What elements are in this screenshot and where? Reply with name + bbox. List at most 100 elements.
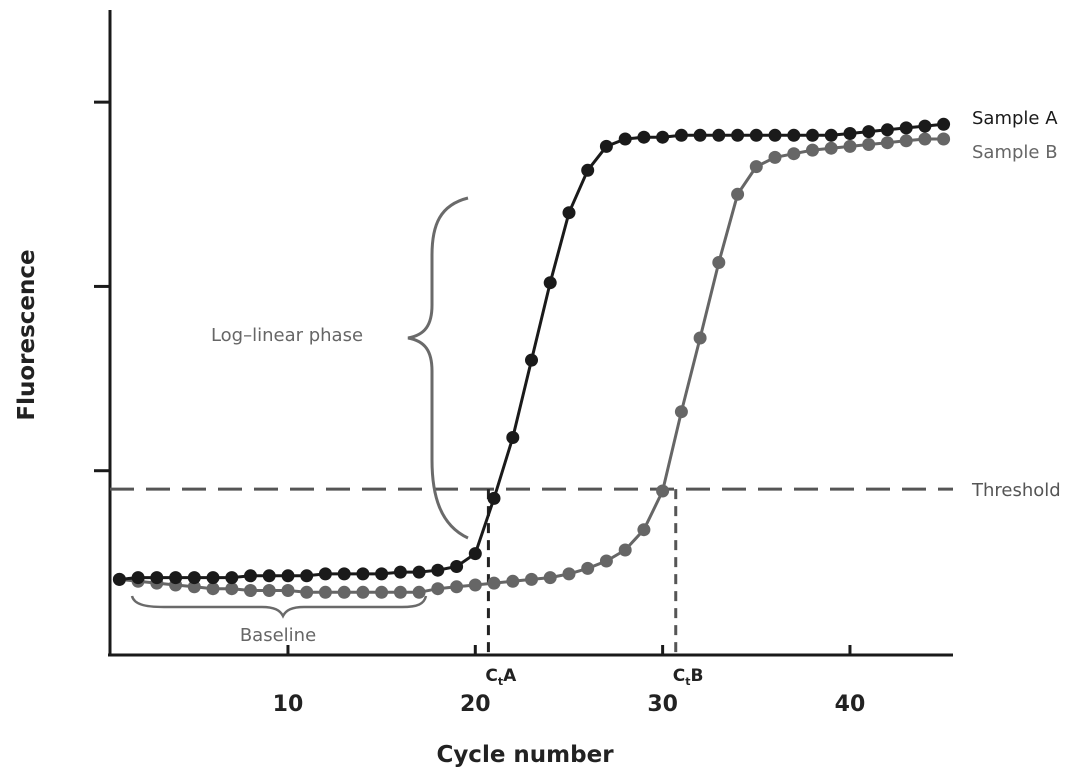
data-point (487, 491, 501, 505)
data-point (487, 576, 501, 590)
data-point (599, 139, 613, 153)
data-point (318, 567, 332, 581)
data-point (899, 134, 913, 148)
data-point (918, 119, 932, 133)
data-point (843, 139, 857, 153)
legend-sample-b: Sample B (972, 142, 1058, 163)
data-point (375, 567, 389, 581)
x-ticks: 10 20 30 40 (273, 645, 866, 717)
data-point (112, 572, 126, 586)
data-point (918, 132, 932, 146)
data-point (562, 206, 576, 220)
data-point (262, 569, 276, 583)
data-point (131, 571, 145, 585)
data-point (412, 585, 426, 599)
data-point (356, 567, 370, 581)
data-point (281, 569, 295, 583)
data-point (337, 567, 351, 581)
data-point (375, 585, 389, 599)
data-point (674, 128, 688, 142)
threshold-label: Threshold (971, 480, 1061, 501)
ct-a-suffix: A (503, 666, 517, 686)
data-point (581, 561, 595, 575)
data-point (656, 484, 670, 498)
data-point (787, 147, 801, 161)
data-point (749, 160, 763, 174)
data-point (937, 117, 951, 131)
baseline-label: Baseline (240, 625, 316, 646)
data-point (731, 128, 745, 142)
x-axis-title: Cycle number (436, 742, 614, 768)
data-point (787, 128, 801, 142)
data-point (806, 128, 819, 142)
x-tick-label: 30 (647, 692, 678, 717)
data-point (244, 569, 257, 583)
data-point (431, 563, 445, 577)
data-point (225, 571, 239, 585)
data-point (543, 276, 557, 290)
data-point (824, 128, 838, 142)
ct-b-c: C (673, 666, 685, 686)
data-point (450, 580, 464, 594)
data-point (880, 123, 894, 137)
ct-a-label: CtA (485, 666, 517, 688)
data-point (281, 584, 295, 597)
data-point (393, 585, 407, 599)
data-point (637, 130, 651, 144)
data-point (749, 128, 763, 142)
data-point (618, 132, 632, 146)
x-tick-label: 40 (835, 692, 866, 717)
data-point (150, 571, 164, 585)
data-point (937, 132, 951, 146)
data-point (412, 565, 426, 579)
data-point (543, 571, 557, 585)
ct-b-sub: t (685, 675, 690, 688)
data-point (506, 574, 520, 588)
ct-b-label: CtB (673, 666, 704, 688)
data-point (206, 571, 220, 585)
ct-a-sub: t (498, 675, 503, 688)
data-point (468, 547, 482, 561)
series-line (119, 122, 944, 581)
data-point (693, 331, 707, 345)
log-linear-brace (407, 196, 469, 540)
data-point (525, 572, 538, 586)
series-sample-b (112, 132, 951, 599)
data-point (393, 565, 407, 579)
data-point (768, 150, 782, 164)
data-point (525, 353, 538, 367)
data-point (693, 128, 707, 142)
data-point (187, 580, 201, 594)
y-axis-title: Fluorescence (14, 249, 40, 420)
data-point (712, 256, 726, 269)
data-point (187, 571, 201, 585)
data-point (450, 560, 464, 573)
log-linear-label: Log–linear phase (211, 325, 363, 346)
data-point (506, 431, 520, 444)
data-point (768, 128, 782, 142)
ct-a-c: C (485, 666, 497, 686)
data-point (637, 523, 651, 537)
data-point (300, 585, 314, 599)
data-point (169, 571, 183, 585)
data-point (599, 554, 613, 568)
series-sample-a (112, 117, 951, 586)
data-point (262, 584, 276, 597)
data-point (581, 163, 595, 177)
data-point (843, 127, 857, 140)
data-point (244, 584, 257, 597)
data-point (862, 138, 876, 151)
data-point (674, 405, 688, 419)
y-ticks (94, 100, 110, 473)
data-point (618, 543, 632, 557)
data-point (318, 585, 332, 599)
data-point (712, 128, 726, 142)
data-point (656, 130, 670, 144)
data-point (824, 141, 838, 155)
data-point (356, 585, 370, 599)
data-point (862, 125, 876, 139)
data-point (806, 143, 819, 157)
legend-sample-a: Sample A (972, 108, 1058, 129)
data-point (225, 582, 239, 596)
data-point (300, 569, 314, 583)
